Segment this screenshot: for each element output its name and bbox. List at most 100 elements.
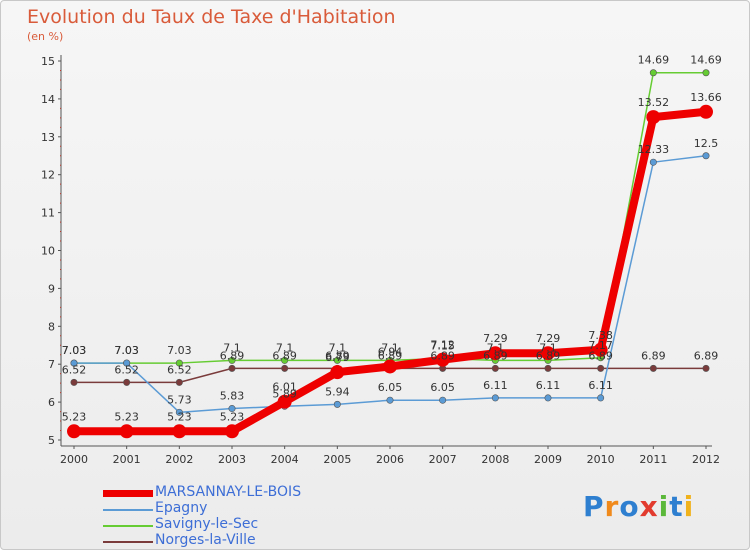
data-label: 6.89 — [430, 349, 455, 362]
data-point — [597, 364, 605, 372]
x-tick-label: 2008 — [481, 453, 509, 466]
y-tick-label: 12 — [41, 169, 55, 182]
legend-swatch-savigny — [103, 525, 153, 527]
data-point — [123, 378, 131, 386]
x-tick-label: 2002 — [165, 453, 193, 466]
data-label: 6.01 — [272, 381, 297, 394]
data-label: 6.89 — [641, 349, 666, 362]
data-point — [597, 394, 605, 402]
data-point — [175, 408, 183, 416]
data-label: 5.94 — [325, 385, 350, 398]
data-label: 6.52 — [62, 363, 87, 376]
data-point — [702, 364, 710, 372]
data-label: 5.83 — [220, 390, 245, 403]
data-point — [649, 69, 657, 77]
data-point — [383, 359, 397, 374]
x-tick-label: 2009 — [534, 453, 562, 466]
data-label: 7.15 — [430, 340, 455, 353]
data-label: 7.12 — [430, 339, 455, 352]
data-point — [67, 424, 81, 439]
data-point — [544, 394, 552, 402]
data-label: 6.11 — [483, 379, 508, 392]
data-label: 12.5 — [694, 137, 719, 150]
data-point — [541, 346, 555, 361]
data-point — [225, 424, 239, 439]
data-label: 6.05 — [430, 381, 455, 394]
data-label: 6.89 — [220, 349, 245, 362]
data-label: 6.52 — [114, 363, 139, 376]
x-tick-label: 2005 — [323, 453, 351, 466]
x-tick-label: 2010 — [587, 453, 615, 466]
data-point — [646, 110, 661, 125]
data-label: 13.52 — [638, 96, 670, 109]
data-label: 7.03 — [62, 344, 87, 357]
data-label: 12.33 — [638, 143, 670, 156]
data-point — [702, 69, 710, 77]
legend-label-norges: Norges-la-Ville — [155, 532, 256, 548]
data-label: 7.03 — [114, 344, 139, 357]
data-point — [70, 378, 78, 386]
data-label: 6.89 — [536, 349, 561, 362]
y-tick-label: 14 — [41, 93, 55, 106]
data-label: 6.52 — [167, 363, 192, 376]
y-tick-label: 5 — [48, 434, 55, 447]
data-point — [333, 400, 341, 408]
data-label: 7.17 — [588, 339, 613, 352]
data-point — [649, 364, 657, 372]
data-label: 5.23 — [114, 410, 139, 423]
data-label: 6.89 — [588, 349, 613, 362]
data-point — [702, 152, 710, 160]
series-lines — [70, 71, 710, 436]
data-point — [123, 359, 131, 367]
x-tick-label: 2004 — [271, 453, 299, 466]
series-points — [67, 69, 713, 439]
data-label: 7.29 — [483, 332, 508, 345]
x-tick-label: 2000 — [60, 453, 88, 466]
y-tick-label: 6 — [48, 396, 55, 409]
data-point — [228, 356, 236, 364]
data-point — [228, 405, 236, 413]
y-tick-label: 7 — [48, 358, 55, 371]
data-label: 5.23 — [62, 410, 87, 423]
data-label: 5.23 — [220, 410, 245, 423]
data-label: 6.89 — [378, 349, 403, 362]
data-label: 7.29 — [536, 332, 561, 345]
legend-label-marsannay: MARSANNAY-LE-BOIS — [155, 484, 302, 500]
data-label: 7.1 — [487, 341, 505, 354]
data-point — [281, 356, 289, 364]
chart-title: Evolution du Taux de Taxe d'Habitation — [27, 6, 396, 28]
y-tick-label: 11 — [41, 207, 55, 220]
data-label: 6.11 — [588, 379, 613, 392]
chart-subtitle: (en %) — [27, 30, 64, 43]
y-tick-label: 13 — [41, 131, 55, 144]
data-point — [70, 359, 78, 367]
data-point — [281, 364, 289, 372]
data-point — [491, 394, 499, 402]
data-point — [386, 396, 394, 404]
proxiti-logo: Proxiti — [583, 490, 695, 523]
y-tick-label: 15 — [41, 55, 55, 68]
x-tick-label: 2012 — [692, 453, 720, 466]
data-label: 7.1 — [276, 341, 294, 354]
data-point — [435, 352, 450, 367]
data-label: 7.1 — [329, 341, 347, 354]
data-label: 6.94 — [378, 345, 403, 358]
data-point — [699, 104, 713, 119]
x-tick-label: 2007 — [429, 453, 457, 466]
data-labels: 6.52 6.52 6.52 6.89 6.89 6.89 6.89 6.89 6.89 6.89… — [62, 54, 722, 424]
data-label: 14.69 — [690, 54, 722, 67]
data-label: 6.79 — [325, 351, 350, 364]
data-label: 5.23 — [167, 410, 192, 423]
data-point — [119, 424, 134, 439]
data-label: 6.89 — [272, 349, 297, 362]
data-label: 6.89 — [483, 349, 508, 362]
data-point — [333, 356, 341, 364]
data-point — [172, 424, 187, 439]
data-label: 7.1 — [223, 341, 241, 354]
data-point — [544, 364, 552, 372]
legend-swatch-norges — [103, 541, 153, 543]
data-point — [491, 364, 499, 372]
data-point — [593, 342, 608, 357]
